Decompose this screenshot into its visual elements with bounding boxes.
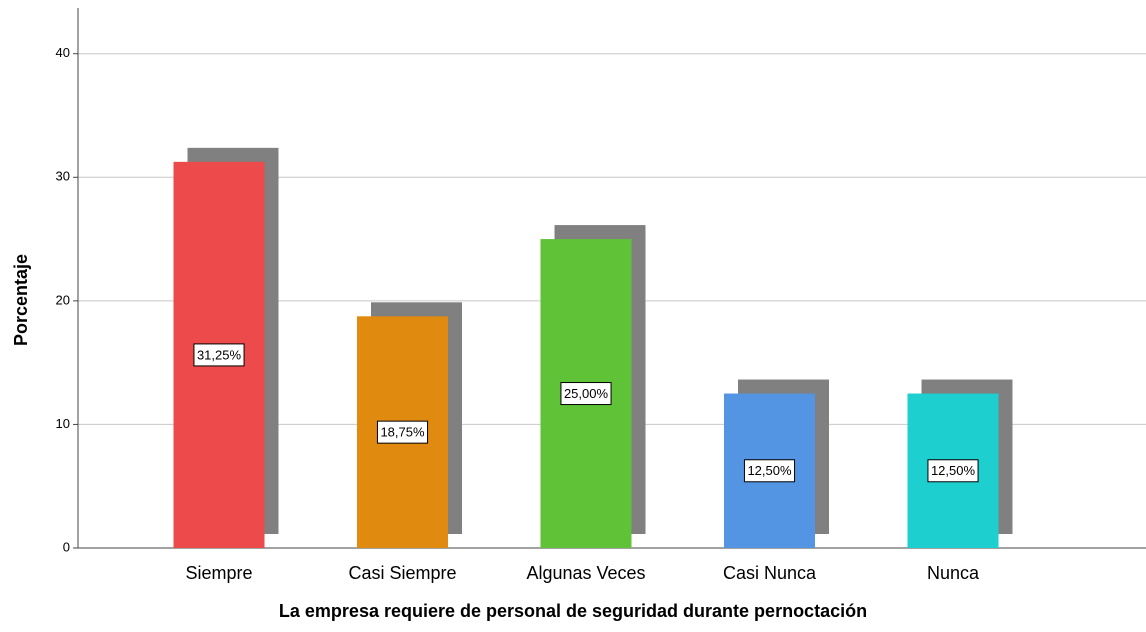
y-tick-label: 40 bbox=[56, 45, 70, 60]
x-tick-label: Casi Nunca bbox=[723, 563, 817, 583]
y-axis-title: Porcentaje bbox=[11, 254, 31, 346]
x-axis-title: La empresa requiere de personal de segur… bbox=[279, 601, 867, 621]
x-tick-label: Algunas Veces bbox=[526, 563, 645, 583]
value-label: 12,50% bbox=[747, 463, 792, 478]
value-label: 25,00% bbox=[564, 386, 609, 401]
x-tick-label: Nunca bbox=[927, 563, 980, 583]
value-label-box bbox=[193, 343, 245, 367]
value-label: 18,75% bbox=[380, 425, 425, 440]
y-tick-label: 30 bbox=[56, 169, 70, 184]
x-tick-label: Casi Siempre bbox=[348, 563, 456, 583]
y-tick-label: 0 bbox=[63, 539, 70, 554]
x-tick-label: Siempre bbox=[185, 563, 252, 583]
value-label-box bbox=[927, 459, 979, 483]
y-tick-label: 20 bbox=[56, 292, 70, 307]
value-label-box bbox=[560, 382, 612, 406]
value-label-box bbox=[743, 459, 796, 483]
value-label: 12,50% bbox=[931, 463, 976, 478]
y-tick-label: 10 bbox=[56, 416, 70, 431]
value-label-box bbox=[376, 420, 429, 444]
value-label: 31,25% bbox=[197, 347, 242, 362]
